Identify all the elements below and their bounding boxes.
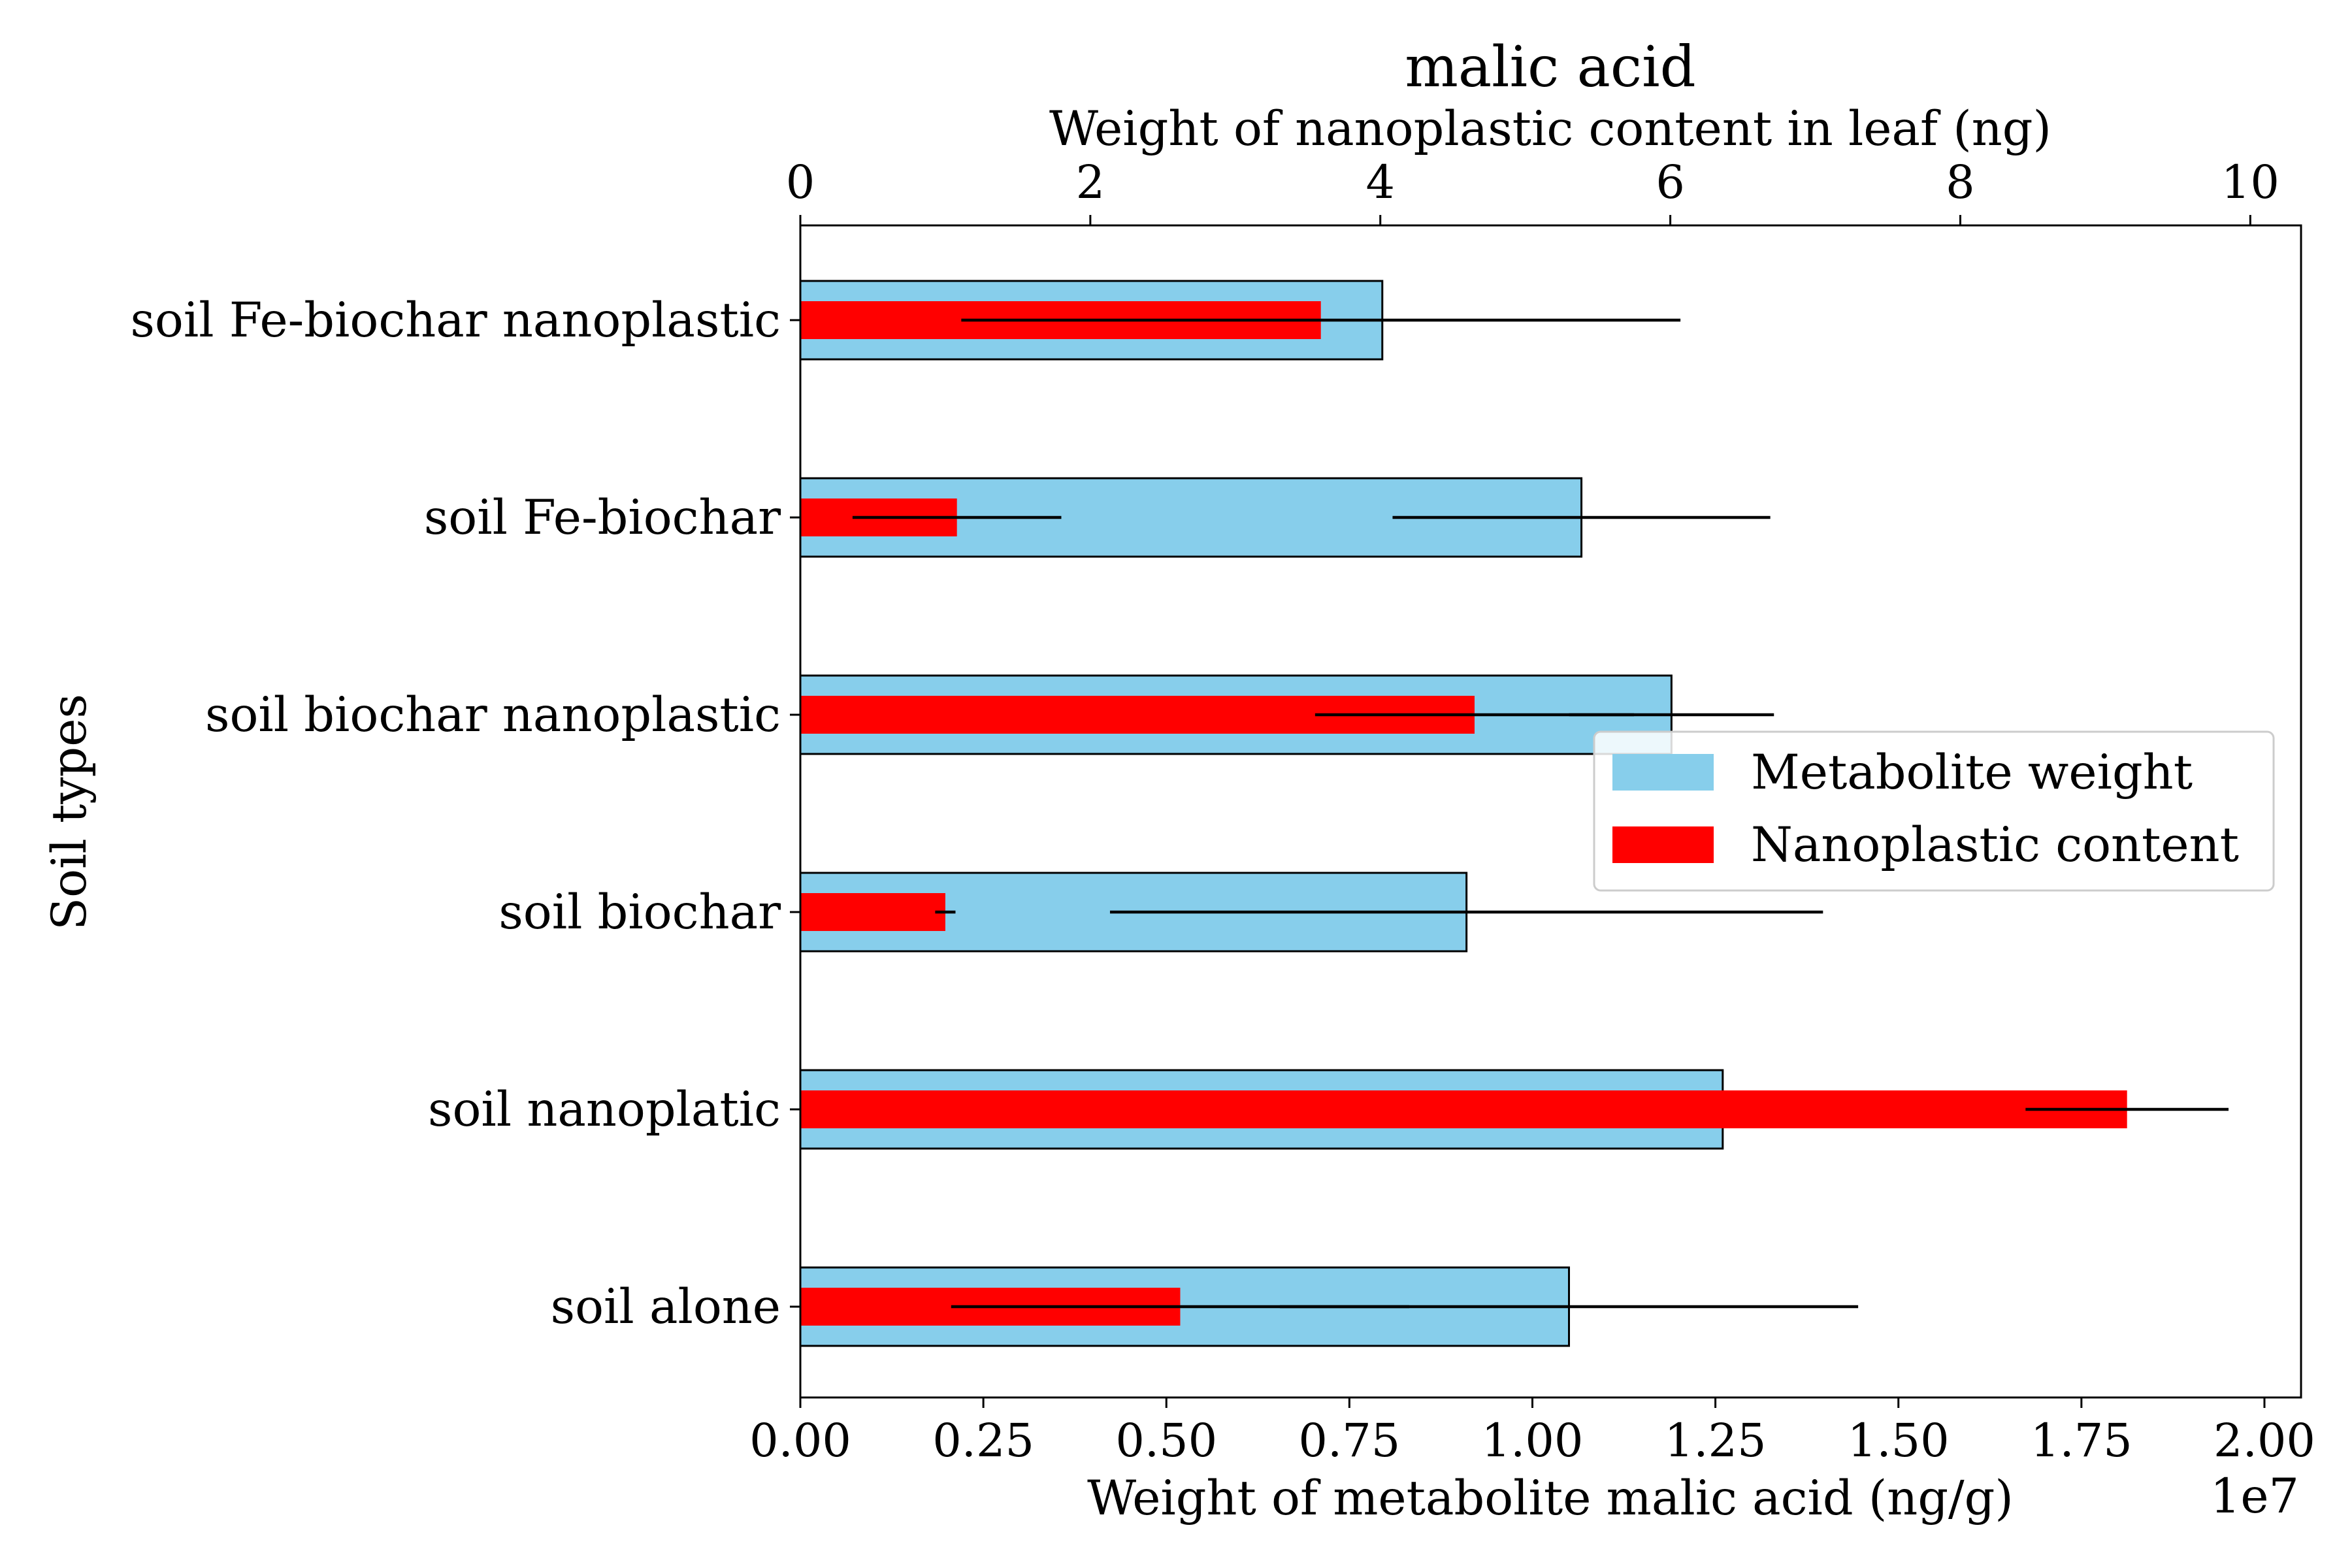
axis-offset-text: 1e7 <box>2210 1469 2299 1524</box>
y-tick-label: soil Fe-biochar nanoplastic <box>130 293 781 348</box>
legend-swatch <box>1612 826 1714 863</box>
y-tick-label: soil nanoplatic <box>428 1082 781 1137</box>
legend-box <box>1593 730 2275 892</box>
y-tick-label: soil biochar <box>498 885 781 940</box>
x-tick-label: 0.25 <box>932 1414 1034 1467</box>
x-tick-label: 0.75 <box>1298 1414 1400 1467</box>
y-tick-label: soil Fe-biochar <box>424 490 781 546</box>
x-tick-label: 1.50 <box>1848 1414 1950 1467</box>
bottom-axis-label: Weight of metabolite malic acid (ng/g) <box>1087 1471 2014 1526</box>
legend-label: Nanoplastic content <box>1751 817 2239 873</box>
top-axis-label: Weight of nanoplastic content in leaf (n… <box>1049 101 2051 157</box>
top-tick-label: 6 <box>1656 155 1685 209</box>
plot-frame <box>799 224 2302 1399</box>
x-tick-label: 1.25 <box>1665 1414 1767 1467</box>
y-tick-label: soil biochar nanoplastic <box>205 687 781 743</box>
chart-title: malic acid <box>1405 35 1695 100</box>
x-tick-label: 0.00 <box>749 1414 851 1467</box>
top-tick-label: 4 <box>1365 155 1395 209</box>
top-tick-label: 8 <box>1946 155 1975 209</box>
top-tick-label: 2 <box>1076 155 1105 209</box>
legend: Metabolite weight Nanoplastic content <box>1593 730 2275 892</box>
y-axis-label: Soil types <box>42 694 97 930</box>
plot-area: 0.00 0.25 0.50 0.75 1.00 1.25 1.50 1.75 2.00 0 2 4 6… <box>130 155 2315 1467</box>
legend-label: Metabolite weight <box>1751 745 2193 800</box>
nanoplastic-bar <box>800 893 945 931</box>
y-tick-label: soil alone <box>551 1279 781 1335</box>
x-tick-label: 1.75 <box>2031 1414 2132 1467</box>
top-tick-label: 0 <box>786 155 815 209</box>
top-tick-label: 10 <box>2221 155 2279 209</box>
x-tick-label: 0.50 <box>1115 1414 1217 1467</box>
legend-swatch <box>1612 754 1714 791</box>
nanoplastic-bar <box>800 1090 2127 1128</box>
x-tick-label: 2.00 <box>2213 1414 2315 1467</box>
x-tick-label: 1.00 <box>1482 1414 1584 1467</box>
